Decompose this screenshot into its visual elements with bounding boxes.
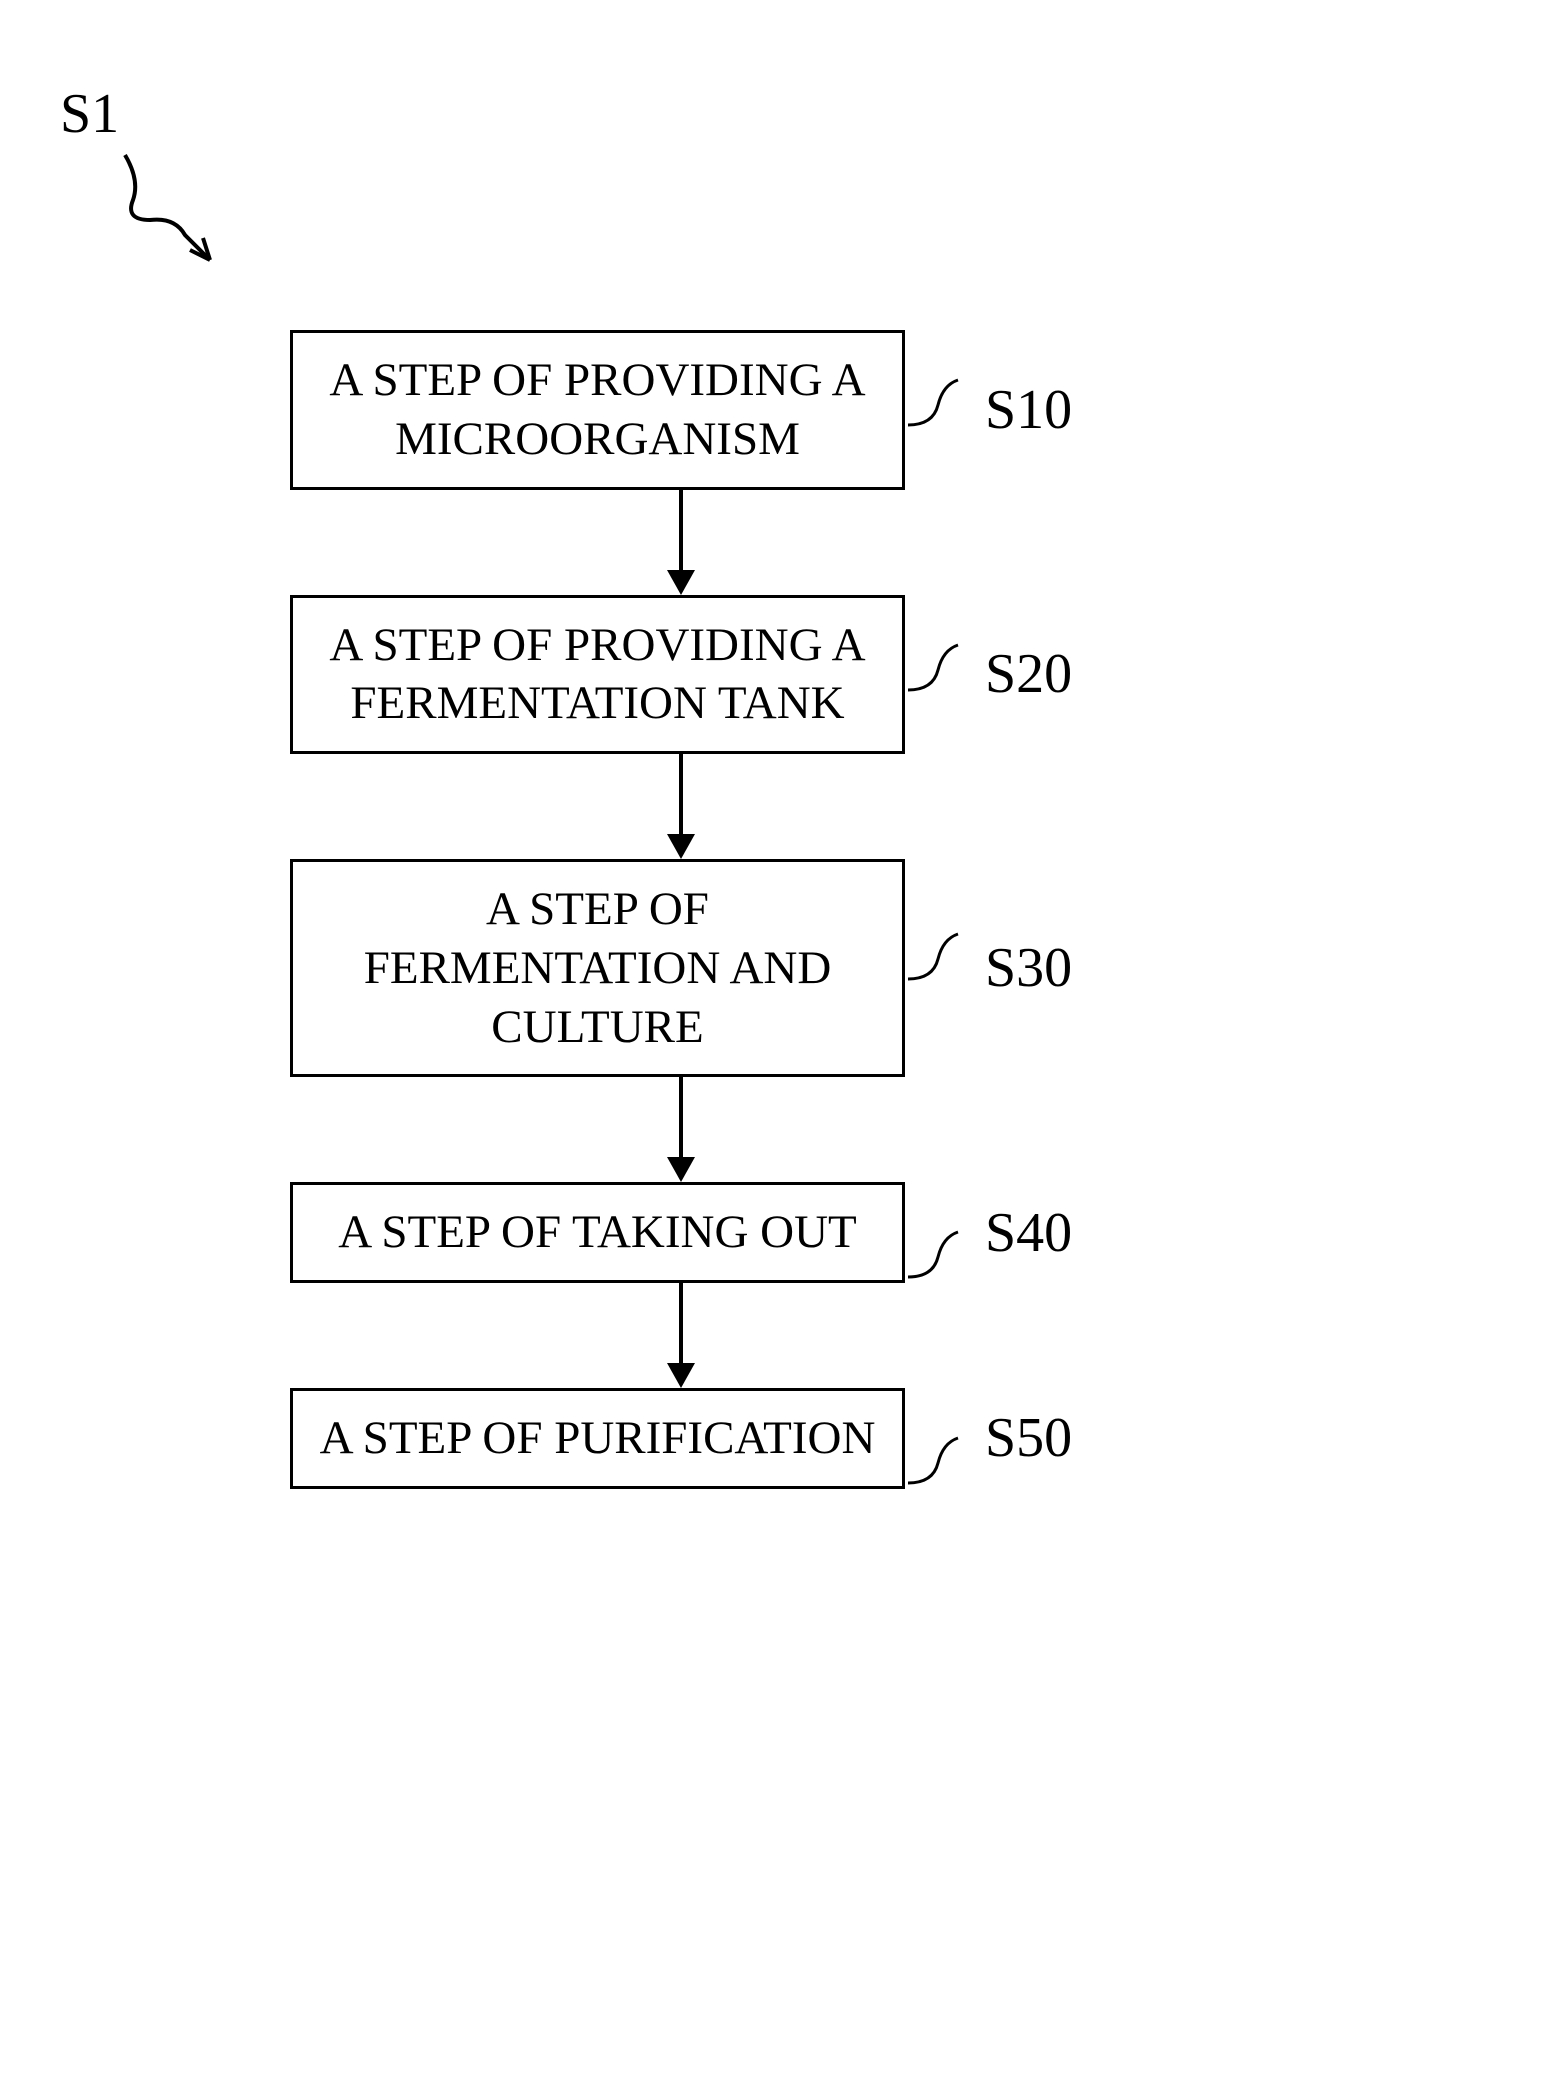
step-box-s10: A STEP OF PROVIDING A MICROORGANISM [290, 330, 905, 490]
arrow-connector [374, 1283, 989, 1388]
step-label: S30 [985, 936, 1072, 1000]
step-label: S10 [985, 378, 1072, 442]
step-row-s10: A STEP OF PROVIDING A MICROORGANISM S10 [290, 330, 1072, 490]
step-row-s40: A STEP OF TAKING OUT S40 [290, 1182, 1072, 1283]
flowchart-container: A STEP OF PROVIDING A MICROORGANISM S10 … [290, 330, 1072, 1489]
connector-curve-icon [908, 1428, 968, 1538]
step-row-s30: A STEP OF FERMENTATION AND CULTURE S30 [290, 859, 1072, 1077]
step-text: A STEP OF PROVIDING A FERMENTATION TANK [313, 616, 882, 734]
down-arrow-icon [661, 1283, 701, 1388]
step-box-s20: A STEP OF PROVIDING A FERMENTATION TANK [290, 595, 905, 755]
diagram-label-text: S1 [60, 83, 119, 145]
step-row-s50: A STEP OF PURIFICATION S50 [290, 1388, 1072, 1489]
wavy-arrow-icon [115, 145, 255, 275]
step-box-s50: A STEP OF PURIFICATION [290, 1388, 905, 1489]
step-text: A STEP OF PURIFICATION [320, 1409, 876, 1468]
step-text: A STEP OF PROVIDING A MICROORGANISM [313, 351, 882, 469]
connector-curve-icon [908, 635, 968, 745]
down-arrow-icon [661, 490, 701, 595]
step-label: S20 [985, 642, 1072, 706]
step-box-s30: A STEP OF FERMENTATION AND CULTURE [290, 859, 905, 1077]
step-box-s40: A STEP OF TAKING OUT [290, 1182, 905, 1283]
connector-curve-icon [908, 370, 968, 480]
down-arrow-icon [661, 754, 701, 859]
step-label: S40 [985, 1201, 1072, 1265]
step-text: A STEP OF FERMENTATION AND CULTURE [313, 880, 882, 1056]
step-label: S50 [985, 1406, 1072, 1470]
arrow-connector [374, 1077, 989, 1182]
arrow-connector [374, 754, 989, 859]
diagram-identifier: S1 [60, 82, 119, 146]
connector-curve-icon [908, 924, 968, 1034]
step-text: A STEP OF TAKING OUT [338, 1203, 857, 1262]
down-arrow-icon [661, 1077, 701, 1182]
arrow-connector [374, 490, 989, 595]
step-row-s20: A STEP OF PROVIDING A FERMENTATION TANK … [290, 595, 1072, 755]
